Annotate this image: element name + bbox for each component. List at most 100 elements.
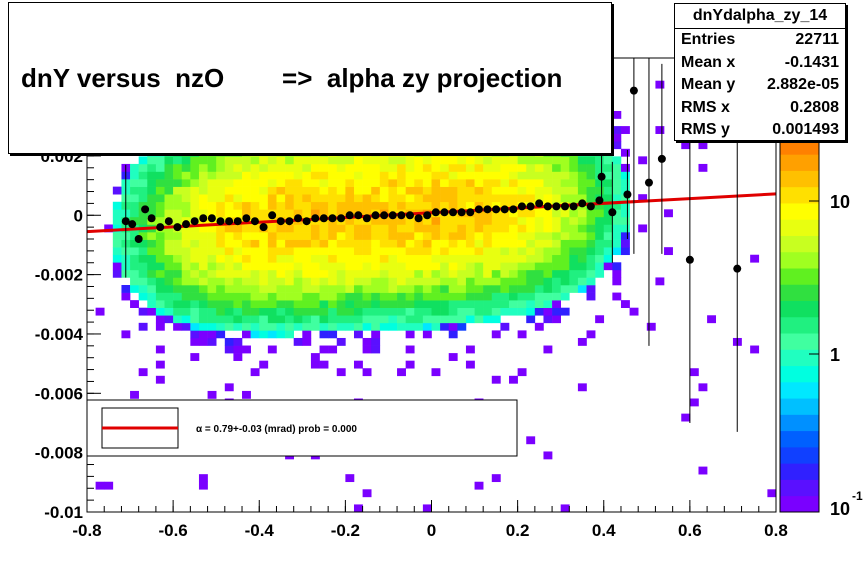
heatmap-cell — [216, 277, 226, 286]
profile-point — [597, 172, 606, 181]
heatmap-cell — [242, 179, 251, 187]
heatmap-cell — [465, 163, 475, 172]
heatmap-cell — [397, 201, 406, 210]
heatmap-cell — [190, 163, 200, 172]
heatmap-cell — [250, 262, 260, 271]
heatmap-cell — [586, 163, 596, 172]
heatmap-cell — [457, 171, 467, 180]
heatmap-cell — [130, 179, 139, 187]
heatmap-cell — [612, 262, 622, 271]
heatmap-cell — [155, 277, 165, 286]
heatmap-cell — [328, 209, 338, 218]
heatmap-cell — [112, 247, 122, 256]
heatmap-cell — [491, 224, 501, 233]
heatmap-cell — [216, 156, 226, 165]
heatmap-cell — [552, 171, 561, 180]
heatmap-cell — [216, 171, 226, 180]
heatmap-cell — [465, 224, 475, 233]
heatmap-cell — [500, 262, 510, 271]
heatmap-cell — [302, 330, 312, 339]
heatmap-cell — [560, 285, 570, 293]
heatmap-cell — [405, 269, 415, 278]
heatmap-cell — [422, 201, 432, 210]
heatmap-cell — [560, 216, 570, 225]
heatmap-cell — [250, 171, 260, 180]
heatmap-cell — [353, 322, 363, 331]
heatmap-cell — [465, 345, 475, 354]
heatmap-cell — [595, 179, 605, 187]
heatmap-cell — [362, 239, 372, 248]
heatmap-cell — [155, 156, 165, 165]
heatmap-cell — [173, 315, 183, 324]
profile-point — [233, 217, 242, 226]
heatmap-cell — [242, 186, 251, 195]
heatmap-cell — [638, 194, 648, 203]
heatmap-cell — [353, 247, 363, 256]
stats-value: 2.882e-05 — [766, 76, 839, 93]
heatmap-cell — [198, 179, 208, 187]
heatmap-cell — [509, 277, 518, 286]
heatmap-cell — [362, 322, 372, 331]
heatmap-cell — [250, 368, 260, 377]
heatmap-cell — [353, 292, 363, 301]
heatmap-cell — [457, 201, 467, 210]
color-scale-step — [780, 333, 819, 350]
stats-row-mean-x: Mean x -0.1431 — [681, 52, 839, 74]
heatmap-cell — [155, 285, 165, 293]
heatmap-cell — [405, 262, 415, 271]
heatmap-cell — [345, 171, 355, 180]
heatmap-cell — [388, 201, 398, 210]
heatmap-cell — [233, 337, 243, 346]
profile-point — [337, 214, 346, 223]
heatmap-cell — [465, 216, 475, 225]
x-tick-label: -0.4 — [245, 521, 275, 540]
heatmap-cell — [130, 216, 139, 225]
heatmap-cell — [181, 171, 191, 180]
profile-point — [500, 205, 509, 214]
heatmap-cell — [569, 186, 579, 195]
profile-point — [121, 217, 130, 226]
heatmap-cell — [509, 179, 518, 187]
heatmap-cell — [543, 171, 553, 180]
heatmap-cell — [224, 224, 234, 233]
heatmap-cell — [242, 390, 251, 399]
heatmap-cell — [698, 141, 708, 150]
heatmap-cell — [293, 307, 303, 316]
heatmap-cell — [345, 254, 355, 263]
heatmap-cell — [586, 330, 596, 339]
heatmap-cell — [397, 307, 406, 316]
heatmap-cell — [414, 232, 424, 240]
heatmap-cell — [517, 277, 527, 286]
heatmap-cell — [414, 186, 424, 195]
heatmap-cell — [517, 285, 527, 293]
heatmap-cell — [603, 216, 613, 225]
heatmap-cell — [440, 300, 450, 308]
heatmap-cell — [483, 292, 493, 301]
heatmap-cell — [285, 179, 294, 187]
heatmap-cell — [328, 179, 338, 187]
heatmap-cell — [293, 201, 303, 210]
heatmap-cell — [293, 224, 303, 233]
heatmap-cell — [319, 345, 329, 354]
heatmap-cell — [164, 277, 174, 286]
heatmap-cell — [198, 194, 208, 203]
profile-point — [569, 202, 578, 211]
heatmap-cell — [259, 269, 269, 278]
heatmap-cell — [422, 156, 432, 165]
heatmap-cell — [181, 163, 191, 172]
heatmap-cell — [397, 163, 406, 172]
heatmap-cell — [164, 269, 174, 278]
heatmap-cell — [198, 201, 208, 210]
heatmap-cell — [431, 156, 441, 165]
heatmap-cell — [448, 300, 458, 308]
heatmap-cell — [173, 254, 183, 263]
heatmap-cell — [345, 186, 355, 195]
heatmap-cell — [181, 277, 191, 286]
heatmap-cell — [181, 307, 191, 316]
profile-point — [225, 217, 234, 226]
heatmap-cell — [121, 285, 131, 293]
heatmap-cell — [448, 201, 458, 210]
heatmap-cell — [181, 300, 191, 308]
heatmap-cell — [448, 285, 458, 293]
heatmap-cell — [190, 322, 200, 331]
